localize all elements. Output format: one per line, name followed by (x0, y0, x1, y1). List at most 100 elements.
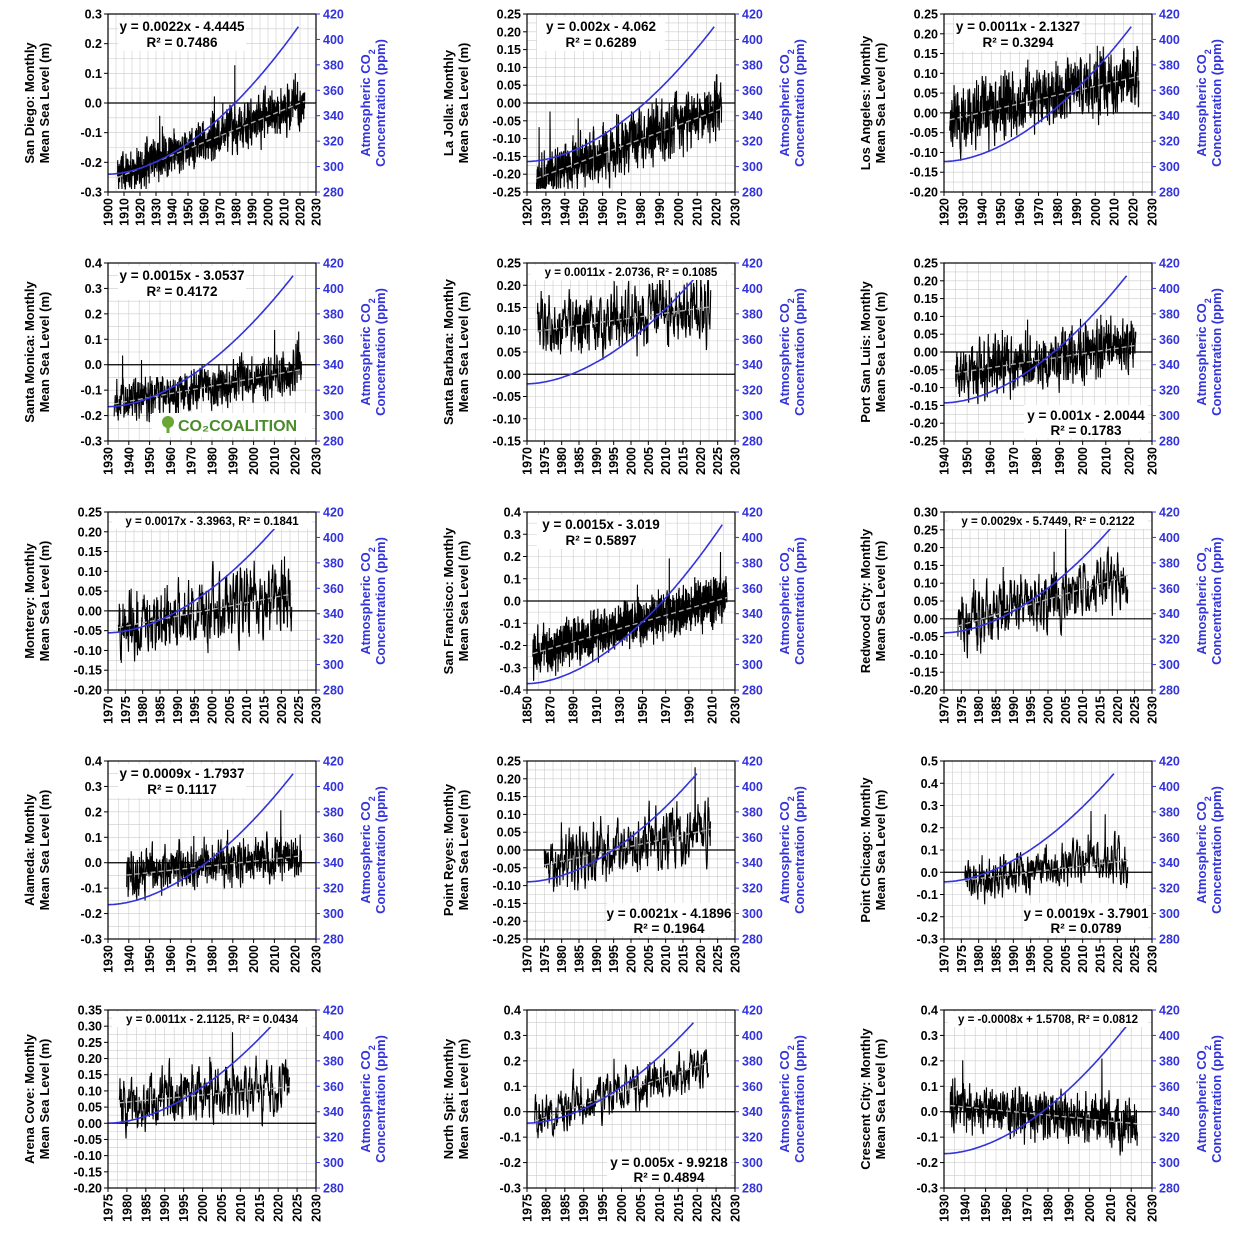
y2-axis-label-line: Atmospheric CO (1194, 801, 1209, 904)
x-tick-label: 1990 (1053, 447, 1067, 475)
y2-axis-label-line: Concentration (ppm) (1209, 288, 1224, 416)
y-tick-label: 0.15 (497, 790, 521, 804)
y-tick-label: -0.2 (499, 639, 521, 653)
y-axis-label-line: Mean Sea Level (m) (37, 1039, 52, 1160)
y-tick-label: -0.15 (493, 150, 522, 164)
chart-panel: -0.25 -0.20 -0.15 -0.10 -0.05 0.00 0.05 0.10 0.1… (441, 755, 807, 973)
y2-tick-label: 340 (742, 358, 763, 372)
co2-coalition-logo: CO₂COALITION (152, 413, 312, 437)
y2-axis-label: Atmospheric CO2Concentration (ppm) (1194, 537, 1224, 665)
x-tick-label: 1985 (558, 1194, 572, 1222)
co2-series (527, 524, 723, 685)
y-tick-label: -0.3 (916, 1182, 938, 1196)
y2-tick-label: 300 (1159, 907, 1180, 921)
y-tick-label: 0.25 (78, 506, 102, 520)
x-tick-label: 2005 (215, 1194, 229, 1222)
x-tick-label: 1940 (166, 198, 180, 226)
y-axis-label-line: Alameda: Monthly (22, 793, 37, 906)
x-tick-label: 1910 (118, 198, 132, 226)
co2-series (526, 1022, 694, 1124)
x-tick-label: 2010 (659, 945, 673, 973)
x-tick-label: 1980 (555, 945, 569, 973)
x-tick-label: 1870 (544, 696, 558, 724)
trend-equation: y = 0.0011x - 2.1327 (956, 19, 1080, 34)
y2-tick-label: 380 (323, 58, 344, 72)
x-tick-label: 1950 (182, 198, 196, 226)
x-tick-label: 1960 (1013, 198, 1027, 226)
r-squared: R² = 0.4172 (147, 284, 218, 299)
sea-level-series (957, 518, 1129, 659)
y2-tick-label: 300 (1159, 409, 1180, 423)
x-tick-label: 2005 (642, 447, 656, 475)
y2-tick-label: 340 (742, 109, 763, 123)
plot-frame (526, 1009, 736, 1189)
y2-tick-label: 420 (742, 1004, 763, 1018)
y-tick-label: 0.3 (921, 1029, 938, 1043)
y2-tick-label: 360 (323, 333, 344, 347)
y-tick-label: 0.10 (497, 323, 521, 337)
chart-panel: -0.20 -0.15 -0.10 -0.05 0.00 0.05 0.10 0.15 0.20… (858, 506, 1224, 724)
y-tick-label: -0.2 (80, 907, 102, 921)
y2-tick-label: 300 (742, 1156, 763, 1170)
y2-tick-label: 340 (742, 607, 763, 621)
y2-tick-label: 280 (323, 933, 344, 947)
x-tick-label: 2000 (1076, 447, 1090, 475)
y-tick-label: 0.05 (497, 346, 521, 360)
equation-bg (118, 266, 246, 300)
x-tick-label: 2010 (1108, 198, 1122, 226)
x-tick-label: 2020 (691, 1194, 705, 1222)
x-tick-label: 2030 (729, 1194, 743, 1222)
y-axis-label-line: Mean Sea Level (m) (37, 790, 52, 911)
trend-line (534, 1061, 709, 1122)
y2-tick-label: 360 (742, 84, 763, 98)
plot-frame (943, 13, 1153, 193)
y-tick-label: 0.30 (914, 506, 938, 520)
x-tick-label: 1975 (102, 1194, 116, 1222)
x-tick-label: 1950 (143, 945, 157, 973)
y-tick-label: -0.2 (916, 1156, 938, 1170)
y2-tick-label: 380 (742, 556, 763, 570)
y2-axis-label-line: Concentration (ppm) (1209, 786, 1224, 914)
co2-series (944, 26, 1132, 163)
y-tick-label: 0.20 (914, 541, 938, 555)
x-tick-label: 2015 (258, 696, 272, 724)
x-tick-label: 1990 (226, 447, 240, 475)
x-tick-label: 1940 (122, 447, 136, 475)
y-axis-label-line: Redwood City: Monthly (858, 528, 873, 673)
chart-panel: -0.20 -0.15 -0.10 -0.05 0.00 0.05 0.10 0.15 0.20… (22, 1004, 388, 1222)
equation-bg (948, 514, 1148, 529)
y-axis-label-line: Santa Barbara: Monthly (441, 278, 456, 425)
y2-axis-label: Atmospheric CO2Concentration (ppm) (777, 537, 807, 665)
chart-panel: -0.25 -0.20 -0.15 -0.10 -0.05 0.00 0.05 0.10 0.1… (441, 8, 807, 226)
equation-bg (1024, 405, 1148, 438)
y-axis-label-line: Mean Sea Level (m) (456, 1039, 471, 1160)
x-tick-label: 1960 (198, 198, 212, 226)
y2-axis-label: Atmospheric CO2Concentration (ppm) (777, 1035, 807, 1163)
x-tick-label: 1970 (521, 945, 535, 973)
r-squared: R² = 0.1117 (147, 782, 216, 797)
y-tick-label: -0.25 (493, 933, 522, 947)
x-tick-label: 1990 (171, 696, 185, 724)
x-tick-label: 1970 (521, 447, 535, 475)
y2-tick-label: 300 (742, 907, 763, 921)
y2-tick-label: 320 (742, 882, 763, 896)
sea-level-series (117, 65, 306, 190)
trend-equation: y = 0.0009x - 1.7937 (120, 766, 245, 781)
equation-bg (948, 1012, 1148, 1027)
y-tick-label: 0.0 (504, 1105, 521, 1119)
y-axis-label: San Francisco: MonthlyMean Sea Level (m) (441, 527, 471, 674)
y-tick-label: 0.3 (504, 1029, 521, 1043)
x-tick-label: 1970 (615, 198, 629, 226)
x-tick-label: 1990 (590, 945, 604, 973)
y2-axis-label-line: Atmospheric CO (358, 552, 373, 655)
y2-axis-label-line: Atmospheric CO (1194, 303, 1209, 406)
y-tick-label: 0.2 (504, 550, 521, 564)
y-axis-label: Crescent City: MonthlyMean Sea Level (m) (858, 1027, 888, 1169)
x-tick-label: 1930 (539, 198, 553, 226)
r-squared: R² = 0.4894 (634, 1170, 705, 1185)
y-axis-label-line: Point Reyes: Monthly (441, 783, 456, 916)
y-tick-label: 0.00 (914, 106, 938, 120)
x-tick-label: 1980 (1042, 1194, 1056, 1222)
y2-tick-label: 280 (742, 933, 763, 947)
r-squared: R² = 0.7486 (147, 35, 218, 50)
